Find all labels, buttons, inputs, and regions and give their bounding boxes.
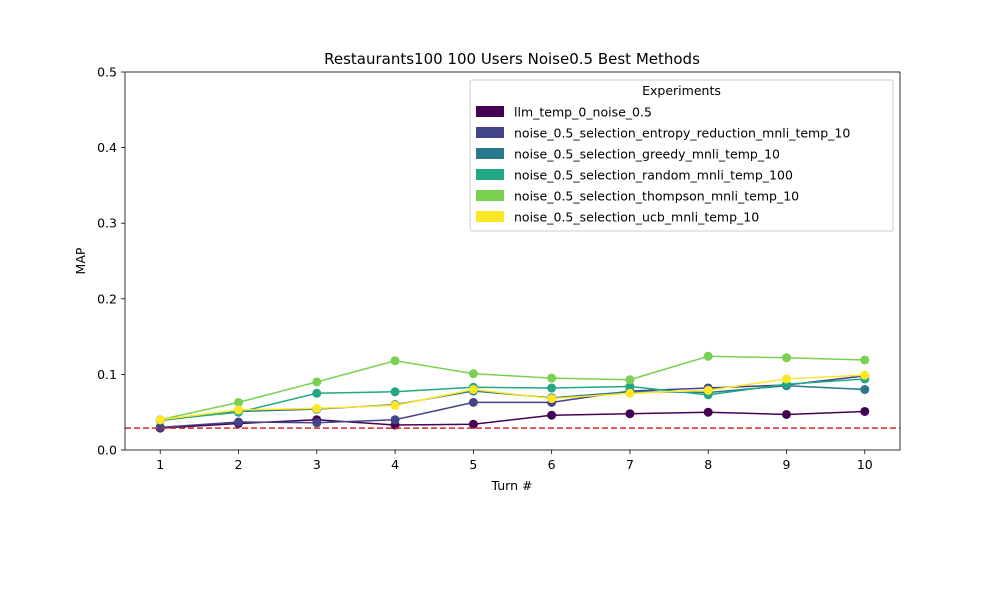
series-line-2 — [160, 375, 865, 429]
legend-entry-label: noise_0.5_selection_entropy_reduction_mn… — [514, 126, 850, 141]
legend-title: Experiments — [642, 83, 721, 98]
series-6-point — [625, 388, 635, 398]
series-1-point — [625, 409, 635, 419]
series-line-6 — [160, 374, 865, 421]
legend-entry-label: llm_temp_0_noise_0.5 — [514, 105, 652, 120]
series-2-point — [468, 397, 478, 407]
x-tick-label: 10 — [857, 457, 873, 472]
series-5-point — [860, 355, 870, 365]
y-tick-label: 0.2 — [97, 291, 117, 306]
series-6-point — [312, 403, 322, 413]
series-6-point — [390, 400, 400, 410]
series-6-point — [703, 385, 713, 395]
series-6-point — [860, 370, 870, 380]
series-5-point — [703, 351, 713, 361]
legend-swatch — [476, 169, 504, 180]
y-tick-label: 0.3 — [97, 216, 117, 231]
legend-entry-label: noise_0.5_selection_ucb_mnli_temp_10 — [514, 210, 759, 225]
legend: Experiments llm_temp_0_noise_0.5 noise_0.5… — [469, 79, 894, 232]
series-6-point — [155, 415, 165, 425]
series-4-point — [547, 383, 557, 393]
axes-frame — [124, 71, 901, 451]
y-tick-label: 0.1 — [97, 367, 117, 382]
series-2-point — [155, 422, 165, 432]
series-1-point — [703, 407, 713, 417]
legend-swatch — [476, 106, 504, 117]
plot-area: 1 2 3 4 5 6 7 8 9 10 0.0 0.1 0.2 0.3 0.4 0.5 — [97, 65, 901, 472]
series-2-point — [390, 415, 400, 425]
series-line-4 — [160, 378, 865, 421]
x-tick-label: 1 — [156, 457, 164, 472]
y-tick-label: 0.0 — [97, 443, 117, 458]
legend-box — [469, 79, 894, 232]
legend-swatch — [476, 127, 504, 138]
legend-entry-label: noise_0.5_selection_thompson_mnli_temp_1… — [514, 189, 799, 204]
series-6-point — [234, 405, 244, 415]
x-tick-label: 3 — [313, 457, 321, 472]
series-6-point — [781, 374, 791, 384]
series-5-point — [234, 397, 244, 407]
legend-entry-label: noise_0.5_selection_random_mnli_temp_100 — [514, 168, 793, 183]
series-1-point — [781, 409, 791, 419]
x-tick-label: 8 — [704, 457, 712, 472]
y-tick-label: 0.5 — [97, 65, 117, 80]
series-5-point — [625, 375, 635, 385]
series-2-point — [234, 417, 244, 427]
series-5-point — [312, 377, 322, 387]
x-tick-label: 7 — [626, 457, 634, 472]
x-axis-label: Turn # — [491, 478, 533, 493]
legend-swatch — [476, 148, 504, 159]
y-axis-label: MAP — [73, 247, 88, 274]
series-6-point — [547, 394, 557, 404]
series-5-point — [468, 369, 478, 379]
x-tick-label: 9 — [783, 457, 791, 472]
series-1-point — [860, 406, 870, 416]
series-5-point — [390, 356, 400, 366]
series-3-point — [860, 385, 870, 395]
x-tick-label: 4 — [391, 457, 399, 472]
series-6-point — [468, 385, 478, 395]
chart-title: Restaurants100 100 Users Noise0.5 Best M… — [324, 50, 700, 68]
legend-swatch — [476, 211, 504, 222]
series-4-point — [312, 388, 322, 398]
x-tick-label: 5 — [469, 457, 477, 472]
series-4-point — [390, 387, 400, 397]
legend-entry-label: noise_0.5_selection_greedy_mnli_temp_10 — [514, 147, 780, 162]
x-tick-label: 2 — [235, 457, 243, 472]
series-5-point — [547, 373, 557, 383]
series-4-point — [625, 381, 635, 391]
y-tick-label: 0.4 — [97, 140, 117, 155]
legend-swatch — [476, 190, 504, 201]
series-line-5 — [160, 355, 865, 421]
series-1-point — [468, 419, 478, 429]
series-line-1 — [160, 410, 865, 429]
x-tick-label: 6 — [548, 457, 556, 472]
series-5-point — [781, 353, 791, 363]
series-2-point — [312, 418, 322, 428]
series-1-point — [547, 410, 557, 420]
